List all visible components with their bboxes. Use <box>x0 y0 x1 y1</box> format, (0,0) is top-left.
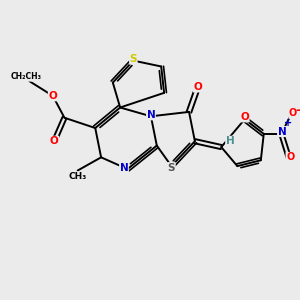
Text: –: – <box>296 104 300 117</box>
Text: O: O <box>50 136 58 146</box>
Text: CH₂CH₃: CH₂CH₃ <box>11 72 42 81</box>
Text: S: S <box>130 54 137 64</box>
Text: N: N <box>120 163 128 172</box>
Text: CH₃: CH₃ <box>68 172 87 181</box>
Text: N: N <box>147 110 155 120</box>
Text: O: O <box>240 112 249 122</box>
Text: S: S <box>168 163 175 172</box>
Text: +: + <box>284 118 292 128</box>
Text: O: O <box>286 152 294 162</box>
Text: O: O <box>289 108 297 118</box>
Text: H: H <box>226 136 234 146</box>
Text: O: O <box>48 91 57 101</box>
Text: O: O <box>194 82 202 92</box>
Text: N: N <box>278 127 286 136</box>
